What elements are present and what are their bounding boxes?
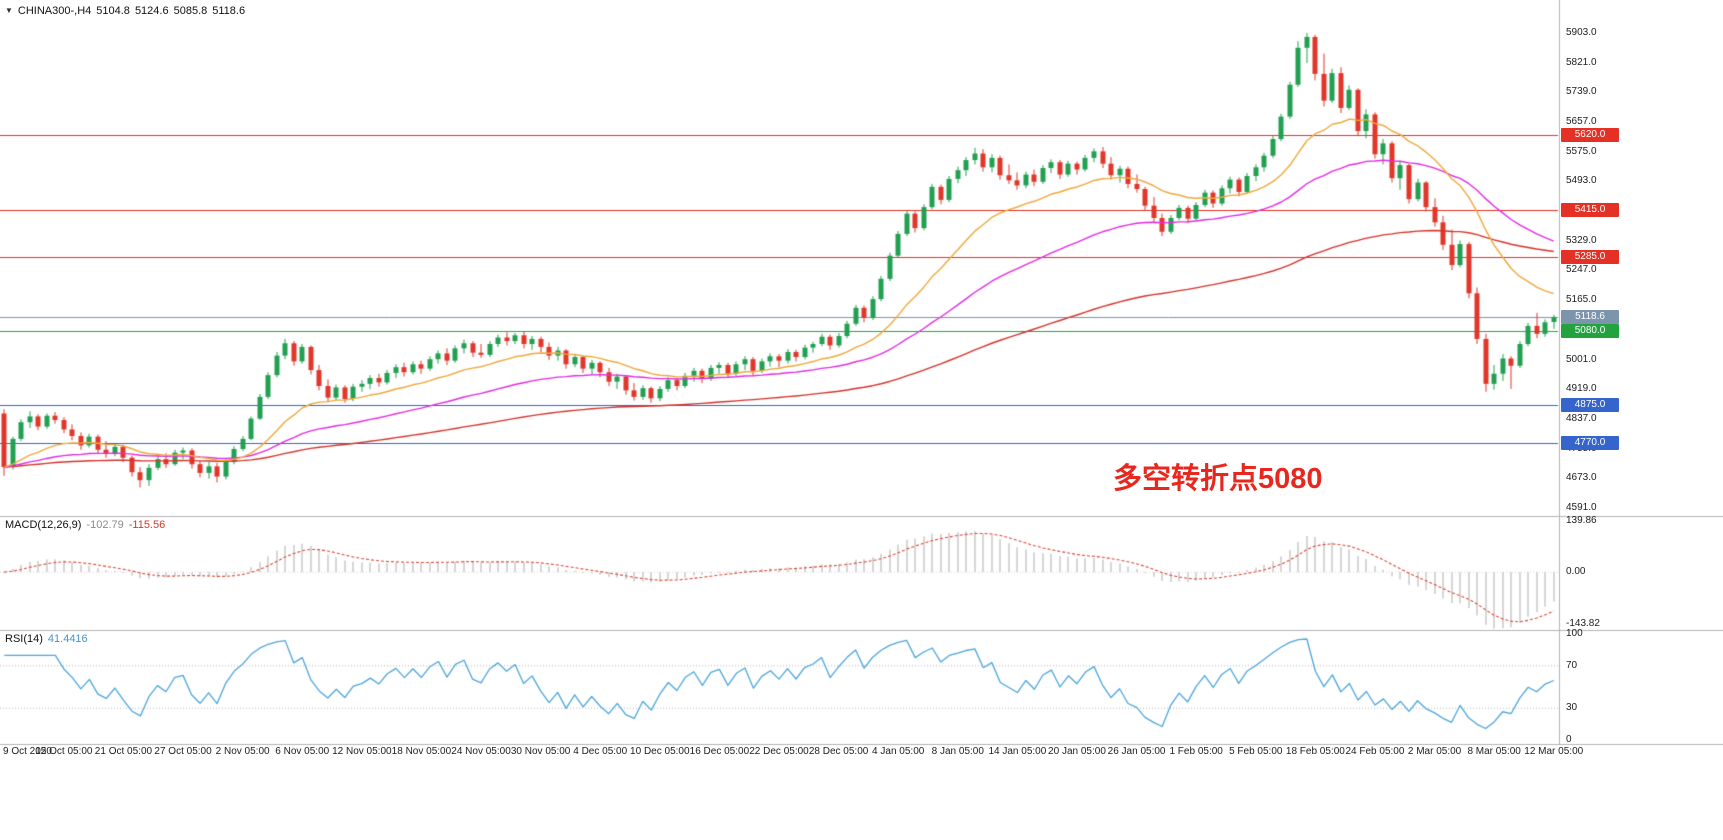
price-chart-canvas[interactable] — [0, 0, 1723, 764]
